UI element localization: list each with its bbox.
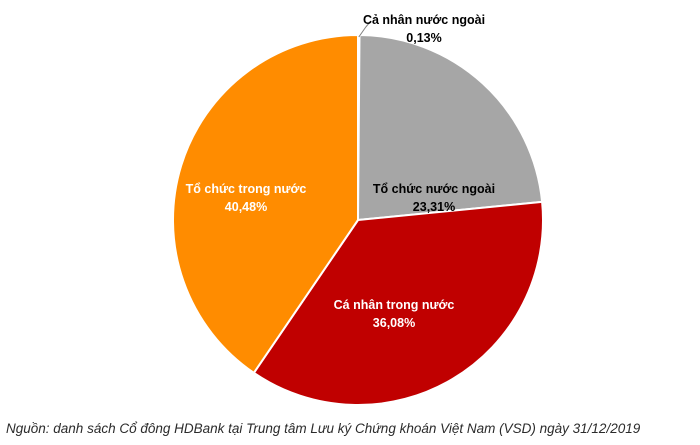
slice-label-name: Tổ chức trong nước [186, 182, 307, 196]
slice-label-name: Cá nhân trong nước [334, 298, 455, 312]
pie-slice-ca-nhan-trong-nuoc [252, 200, 544, 407]
slice-label-value: 36,08% [373, 316, 415, 330]
pie-slices [171, 34, 544, 407]
leader-lines [358, 20, 372, 38]
slice-labels: Cả nhân nước ngoài 0,13% Tổ chức nước ngoà… [186, 13, 495, 330]
source-note: Nguồn: danh sách Cổ đông HDBank tại Trun… [6, 421, 641, 436]
leader-line [358, 20, 372, 38]
slice-label-name: Tổ chức nước ngoài [373, 182, 495, 196]
slice-label-value: 23,31% [413, 200, 455, 214]
slice-label-to-chuc-trong-nuoc: Tổ chức trong nước 40,48% [186, 182, 307, 214]
slice-label-value: 40,48% [225, 200, 267, 214]
slice-label-ca-nhan-nuoc-ngoai: Cả nhân nước ngoài 0,13% [363, 13, 485, 45]
pie-slice-to-chuc-nuoc-ngoai [357, 34, 544, 221]
slice-label-to-chuc-nuoc-ngoai: Tổ chức nước ngoài 23,31% [373, 182, 495, 214]
slice-label-name: Cả nhân nước ngoài [363, 13, 485, 27]
slice-label-ca-nhan-trong-nuoc: Cá nhân trong nước 36,08% [334, 298, 455, 330]
slice-label-value: 0,13% [406, 31, 441, 45]
pie-slice-to-chuc-trong-nuoc [171, 34, 359, 374]
